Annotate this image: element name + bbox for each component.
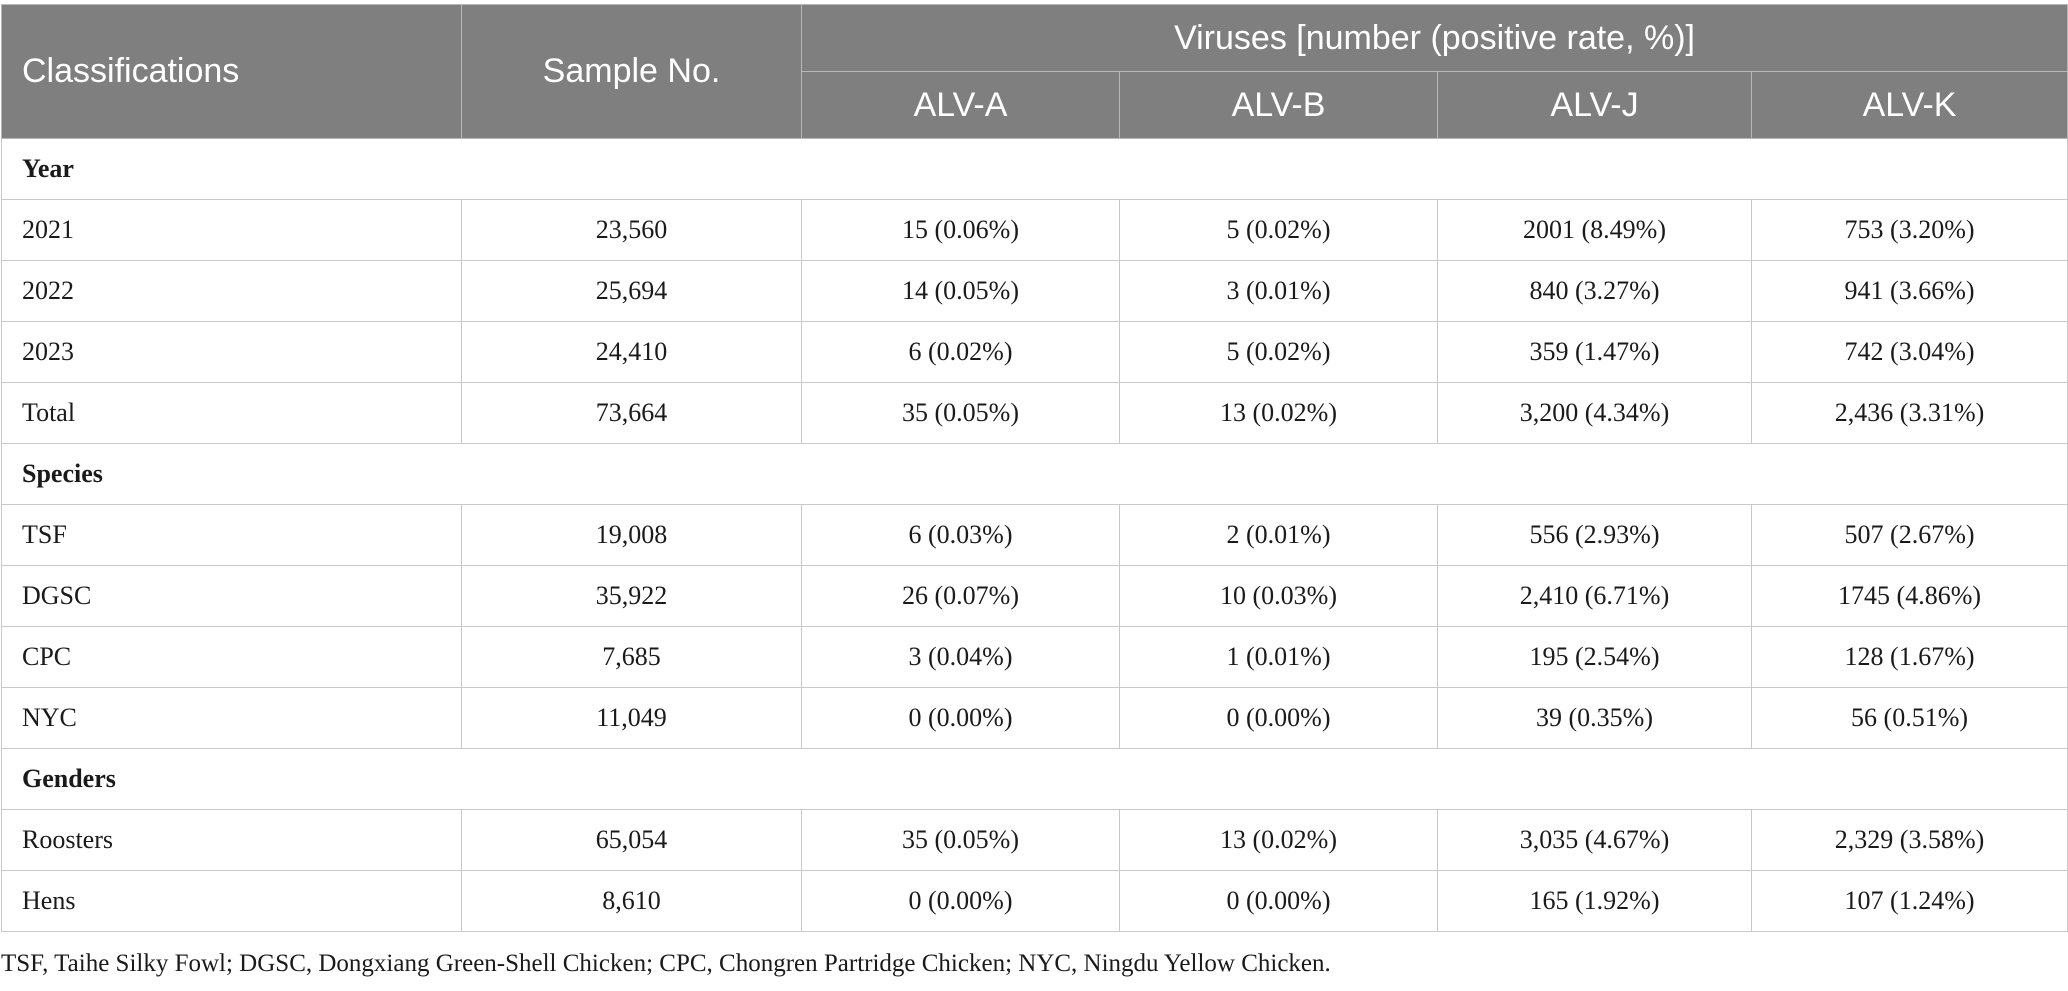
sample-count: 7,685 [461, 626, 802, 688]
alv-j-value: 3,035 (4.67%) [1437, 809, 1752, 871]
table-row: 2021 23,560 15 (0.06%) 5 (0.02%) 2001 (8… [1, 199, 2068, 261]
row-label: 2021 [1, 199, 462, 261]
row-label: 2022 [1, 260, 462, 322]
row-label: CPC [1, 626, 462, 688]
alv-k-value: 1745 (4.86%) [1750, 565, 2068, 627]
alv-a-value: 0 (0.00%) [801, 870, 1120, 932]
alv-b-value: 0 (0.00%) [1119, 870, 1438, 932]
alv-b-value: 3 (0.01%) [1119, 260, 1438, 322]
alv-k-value: 507 (2.67%) [1750, 504, 2068, 566]
table-footnote: TSF, Taihe Silky Fowl; DGSC, Dongxiang G… [1, 950, 1331, 977]
header-alv-a: ALV-A [801, 71, 1120, 139]
alv-j-value: 2001 (8.49%) [1437, 199, 1752, 261]
section-row-genders: Genders [0, 748, 2068, 810]
section-title: Year [0, 138, 2068, 200]
alv-k-value: 753 (3.20%) [1750, 199, 2068, 261]
sample-count: 73,664 [461, 382, 802, 444]
row-label: DGSC [1, 565, 462, 627]
alv-a-value: 35 (0.05%) [801, 382, 1120, 444]
section-row-species: Species [0, 443, 2068, 505]
sample-count: 25,694 [461, 260, 802, 322]
row-label: Total [1, 382, 462, 444]
alv-b-value: 5 (0.02%) [1119, 199, 1438, 261]
section-row-year: Year [0, 138, 2068, 200]
table-row: 2023 24,410 6 (0.02%) 5 (0.02%) 359 (1.4… [1, 321, 2068, 383]
table-row: TSF 19,008 6 (0.03%) 2 (0.01%) 556 (2.93… [1, 504, 2068, 566]
alv-j-value: 556 (2.93%) [1437, 504, 1752, 566]
row-label: Hens [1, 870, 462, 932]
table-body: Year 2021 23,560 15 (0.06%) 5 (0.02%) 20… [0, 138, 2068, 932]
table-row: Roosters 65,054 35 (0.05%) 13 (0.02%) 3,… [1, 809, 2068, 871]
alv-k-value: 107 (1.24%) [1750, 870, 2068, 932]
header-alv-b: ALV-B [1119, 71, 1438, 139]
section-title: Genders [0, 748, 2068, 810]
row-label: 2023 [1, 321, 462, 383]
alv-j-value: 359 (1.47%) [1437, 321, 1752, 383]
sample-count: 24,410 [461, 321, 802, 383]
alv-k-value: 941 (3.66%) [1750, 260, 2068, 322]
alv-a-value: 15 (0.06%) [801, 199, 1120, 261]
alv-j-value: 39 (0.35%) [1437, 687, 1752, 749]
table-row: DGSC 35,922 26 (0.07%) 10 (0.03%) 2,410 … [1, 565, 2068, 627]
alv-j-value: 840 (3.27%) [1437, 260, 1752, 322]
alv-a-value: 6 (0.03%) [801, 504, 1120, 566]
alv-b-value: 10 (0.03%) [1119, 565, 1438, 627]
alv-a-value: 3 (0.04%) [801, 626, 1120, 688]
alv-k-value: 742 (3.04%) [1750, 321, 2068, 383]
table-row: Hens 8,610 0 (0.00%) 0 (0.00%) 165 (1.92… [1, 870, 2068, 932]
alv-b-value: 13 (0.02%) [1119, 809, 1438, 871]
table-row: NYC 11,049 0 (0.00%) 0 (0.00%) 39 (0.35%… [1, 687, 2068, 749]
alv-a-value: 6 (0.02%) [801, 321, 1120, 383]
header-alv-k: ALV-K [1750, 71, 2068, 139]
sample-count: 23,560 [461, 199, 802, 261]
header-sample-no: Sample No. [461, 4, 802, 139]
alv-a-value: 26 (0.07%) [801, 565, 1120, 627]
table-row: 2022 25,694 14 (0.05%) 3 (0.01%) 840 (3.… [1, 260, 2068, 322]
alv-a-value: 0 (0.00%) [801, 687, 1120, 749]
alv-k-value: 56 (0.51%) [1750, 687, 2068, 749]
sample-count: 19,008 [461, 504, 802, 566]
alv-b-value: 2 (0.01%) [1119, 504, 1438, 566]
sample-count: 11,049 [461, 687, 802, 749]
sample-count: 65,054 [461, 809, 802, 871]
table-header: Classifications Sample No. Viruses [numb… [1, 4, 2068, 139]
table-row: Total 73,664 35 (0.05%) 13 (0.02%) 3,200… [1, 382, 2068, 444]
alv-b-value: 0 (0.00%) [1119, 687, 1438, 749]
row-label: TSF [1, 504, 462, 566]
alv-j-value: 165 (1.92%) [1437, 870, 1752, 932]
row-label: Roosters [1, 809, 462, 871]
header-viruses-group: Viruses [number (positive rate, %)] [800, 4, 2068, 72]
alv-a-value: 35 (0.05%) [801, 809, 1120, 871]
data-table: Classifications Sample No. Viruses [numb… [0, 4, 2068, 932]
alv-k-value: 2,329 (3.58%) [1750, 809, 2068, 871]
header-alv-j: ALV-J [1437, 71, 1752, 139]
section-title: Species [0, 443, 2068, 505]
alv-k-value: 128 (1.67%) [1750, 626, 2068, 688]
row-label: NYC [1, 687, 462, 749]
alv-j-value: 3,200 (4.34%) [1437, 382, 1752, 444]
data-table-container: Classifications Sample No. Viruses [numb… [0, 4, 2068, 932]
alv-b-value: 13 (0.02%) [1119, 382, 1438, 444]
sample-count: 35,922 [461, 565, 802, 627]
sample-count: 8,610 [461, 870, 802, 932]
alv-b-value: 5 (0.02%) [1119, 321, 1438, 383]
header-classifications: Classifications [1, 4, 462, 139]
alv-b-value: 1 (0.01%) [1119, 626, 1438, 688]
alv-a-value: 14 (0.05%) [801, 260, 1120, 322]
alv-k-value: 2,436 (3.31%) [1750, 382, 2068, 444]
table-row: CPC 7,685 3 (0.04%) 1 (0.01%) 195 (2.54%… [1, 626, 2068, 688]
alv-j-value: 195 (2.54%) [1437, 626, 1752, 688]
alv-j-value: 2,410 (6.71%) [1437, 565, 1752, 627]
